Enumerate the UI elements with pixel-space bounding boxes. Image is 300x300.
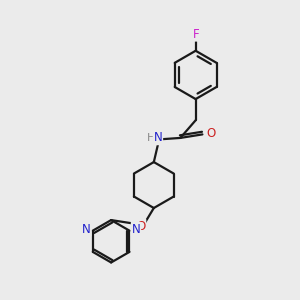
Text: N: N: [82, 223, 91, 236]
Text: N: N: [132, 223, 140, 236]
Text: F: F: [193, 28, 200, 41]
Text: H: H: [147, 133, 155, 143]
Text: O: O: [207, 127, 216, 140]
Text: N: N: [154, 131, 162, 144]
Text: O: O: [136, 220, 146, 233]
